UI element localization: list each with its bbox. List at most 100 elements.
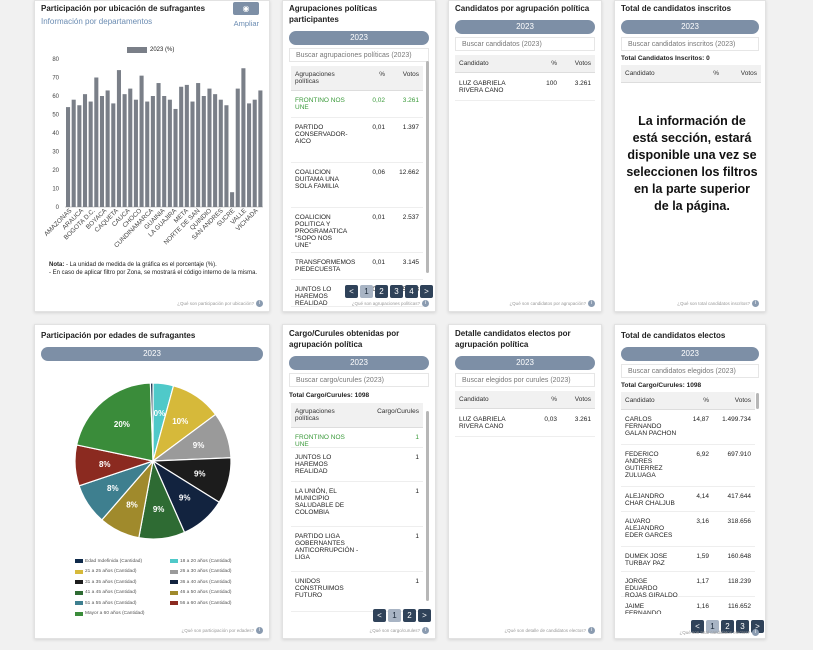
footer-link[interactable]: ¿Qué son candidatos por agrupación? i — [509, 300, 595, 307]
bar[interactable] — [145, 101, 150, 207]
page-button[interactable]: 3 — [736, 620, 749, 633]
bar[interactable] — [150, 96, 155, 207]
table-row[interactable]: COALICION DUITAMA UNA SOLA FAMILIA 0,06 12… — [291, 163, 423, 208]
legend-item[interactable]: 31 a 35 años (Cantidad) — [75, 577, 170, 588]
search-input[interactable]: Buscar candidatos (2023) — [455, 36, 595, 51]
legend-item[interactable]: 26 a 30 años (Cantidad) — [170, 567, 265, 578]
bar[interactable] — [66, 107, 71, 207]
search-input[interactable]: Buscar cargo/curules (2023) — [289, 372, 429, 387]
bar[interactable] — [218, 99, 223, 207]
footer-link[interactable]: ¿Qué son participación por ubicación? i — [177, 300, 263, 307]
column-header[interactable]: Agrupaciones políticas — [295, 70, 335, 85]
page-button[interactable]: 2 — [375, 285, 388, 298]
footer-link[interactable]: ¿Qué son participación por edades? i — [181, 627, 263, 634]
bar[interactable] — [88, 101, 93, 207]
page-button[interactable]: 3 — [390, 285, 403, 298]
bar[interactable] — [99, 96, 105, 207]
bar[interactable] — [105, 90, 110, 207]
search-input[interactable]: Buscar elegidos por curules (2023) — [455, 372, 595, 387]
expand-link[interactable]: Ampliar — [233, 19, 259, 28]
bar[interactable] — [122, 94, 127, 207]
bar[interactable] — [133, 99, 138, 207]
legend-item[interactable]: 21 a 25 años (Cantidad) — [75, 567, 170, 578]
search-input[interactable]: Buscar agrupaciones políticas (2023) — [289, 47, 429, 62]
column-header[interactable]: Candidato — [625, 69, 655, 77]
bar[interactable] — [252, 99, 257, 207]
bar[interactable] — [71, 99, 76, 207]
column-header[interactable]: Candidato — [459, 59, 489, 67]
column-header[interactable]: Votos — [402, 70, 419, 78]
column-header[interactable]: Votos — [574, 395, 591, 403]
legend-item[interactable]: Edad Indefinida (Cantidad) — [75, 556, 170, 567]
table-row[interactable]: ALEJANDRO CHAR CHALJUB 4,14 417.644 — [621, 487, 755, 512]
column-header[interactable]: Candidato — [459, 395, 489, 403]
bar[interactable] — [156, 83, 161, 207]
table-row[interactable]: CARLOS FERNANDO GALAN PACHON 14,87 1.499.7… — [621, 410, 755, 445]
column-header[interactable]: Votos — [734, 396, 751, 404]
legend-item[interactable]: 51 a 55 años (Cantidad) — [75, 598, 170, 609]
column-header[interactable]: Candidato — [625, 396, 655, 404]
bar[interactable] — [201, 96, 206, 207]
bar[interactable] — [213, 94, 218, 207]
year-pill[interactable]: 2023 — [289, 30, 429, 45]
year-pill[interactable]: 2023 — [41, 346, 263, 361]
bar[interactable] — [184, 84, 189, 207]
bar[interactable] — [179, 86, 184, 207]
prev-page-button[interactable]: < — [373, 609, 386, 622]
next-page-button[interactable]: > — [420, 285, 433, 298]
table-row[interactable]: JAIME FERNANDO 1,16 116.652 — [621, 597, 755, 614]
bar[interactable] — [167, 99, 172, 207]
table-row[interactable]: JORGE EDUARDO ROJAS GIRALDO 1,17 118.239 — [621, 572, 755, 599]
year-pill[interactable]: 2023 — [455, 355, 595, 370]
next-page-button[interactable]: > — [418, 609, 431, 622]
table-row[interactable]: TRANSFORMEMOS PIEDECUESTA 0,01 3.145 — [291, 253, 423, 280]
table-row[interactable]: ALVARO ALEJANDRO EDER GARCES 3,16 318.656 — [621, 512, 755, 547]
search-input[interactable]: Buscar candidatos inscritos (2023) — [621, 36, 759, 51]
column-header[interactable]: % — [551, 59, 557, 67]
legend-item[interactable]: 36 a 40 años (Cantidad) — [170, 577, 265, 588]
year-pill[interactable]: 2023 — [455, 19, 595, 34]
page-button[interactable]: 1 — [360, 285, 373, 298]
year-pill[interactable]: 2023 — [289, 355, 429, 370]
prev-page-button[interactable]: < — [345, 285, 358, 298]
column-header[interactable]: % — [703, 396, 709, 404]
footer-link[interactable]: ¿Qué son detalle de candidatos electos? i — [504, 627, 595, 634]
bar[interactable] — [258, 90, 263, 207]
table-row[interactable]: JUNTOS LO HAREMOS REALIDAD 1 — [291, 448, 423, 482]
footer-link[interactable]: ¿Qué son agrupaciones políticas? i — [352, 300, 429, 307]
bar[interactable] — [111, 103, 116, 207]
column-header[interactable]: Votos — [740, 69, 757, 77]
table-row[interactable]: LUZ GABRIELA RIVERA CANO 100 3.261 — [455, 73, 595, 101]
bar[interactable] — [82, 94, 88, 207]
column-header[interactable]: Cargo/Curules — [377, 407, 419, 415]
bar[interactable] — [224, 105, 229, 207]
table-row[interactable]: UNIDOS CONSTRUIMOS FUTURO 1 — [291, 572, 423, 612]
pie-slice[interactable] — [149, 382, 154, 462]
column-header[interactable]: Agrupaciones políticas — [295, 407, 335, 422]
legend-item[interactable]: 41 a 45 años (Cantidad) — [75, 588, 170, 599]
page-button[interactable]: 1 — [706, 620, 719, 633]
footer-link[interactable]: ¿Qué son total candidatos electos? i — [679, 629, 759, 636]
bar[interactable] — [230, 192, 235, 207]
page-button[interactable]: 2 — [721, 620, 734, 633]
table-row[interactable]: PARTIDO LIGA GOBERNANTES ANTICORRUPCIÓN … — [291, 527, 423, 572]
table-row[interactable]: LUZ GABRIELA RIVERA CANO 0,03 3.261 — [455, 409, 595, 437]
bar[interactable] — [116, 70, 121, 207]
scrollbar[interactable] — [426, 61, 429, 273]
search-input[interactable]: Buscar candidatos elegidos (2023) — [621, 363, 759, 378]
column-header[interactable]: % — [713, 69, 719, 77]
column-header[interactable]: Votos — [574, 59, 591, 67]
page-button[interactable]: 1 — [388, 609, 401, 622]
table-row[interactable]: PARTIDO CONSERVADOR-AICO 0,01 1.397 — [291, 118, 423, 163]
scrollbar[interactable] — [426, 411, 429, 601]
table-row[interactable]: LA UNIÓN, EL MUNICIPIO SALUDABLE DE COLO… — [291, 482, 423, 527]
bar[interactable] — [173, 108, 178, 207]
column-header[interactable]: % — [379, 70, 385, 78]
bar[interactable] — [162, 96, 167, 207]
bar[interactable] — [196, 83, 201, 207]
table-row[interactable]: FEDERICO ANDRES GUTIERREZ ZULUAGA 6,92 697… — [621, 445, 755, 487]
bar[interactable] — [235, 88, 240, 207]
column-header[interactable]: % — [551, 395, 557, 403]
pie-slice[interactable] — [75, 382, 154, 462]
bar[interactable] — [190, 101, 195, 207]
